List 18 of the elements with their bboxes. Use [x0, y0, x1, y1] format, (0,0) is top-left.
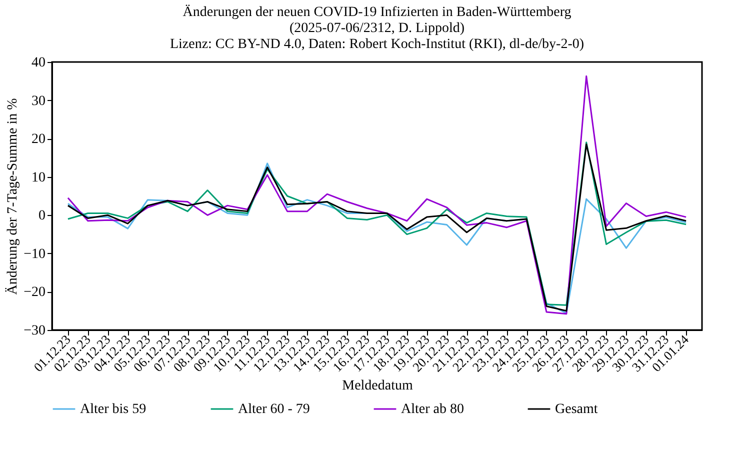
x-axis-title: Meldedatum: [342, 378, 413, 394]
legend-label: Alter bis 59: [80, 402, 146, 417]
y-tick-label: −10: [24, 246, 46, 262]
line-series: [67, 75, 687, 315]
y-axis-title: Änderung der 7-Tage-Summe in %: [4, 98, 21, 295]
y-tick-label: 10: [32, 170, 46, 186]
legend-label: Alter 60 - 79: [238, 402, 310, 417]
legend-label: Gesamt: [555, 402, 598, 417]
y-tick-label: 30: [32, 94, 46, 109]
legend-label: Alter ab 80: [401, 402, 464, 417]
y-tick-label: −20: [24, 285, 46, 300]
text: Änderungen der neuen COVID-19 Infizierten in Baden-Württemberg: [182, 5, 572, 20]
text: Lizenz: CC BY-ND 4.0, Daten: Robert Koch-Institut (RKI), dl-de/by-2-0): [170, 37, 584, 52]
y-tick-label: 0: [38, 208, 46, 224]
y-tick-label: 20: [32, 132, 46, 148]
text: (2025-07-06/2312, D. Lippold): [290, 21, 464, 36]
y-tick-label: −30: [24, 324, 46, 338]
y-tick-label: 40: [32, 56, 46, 70]
